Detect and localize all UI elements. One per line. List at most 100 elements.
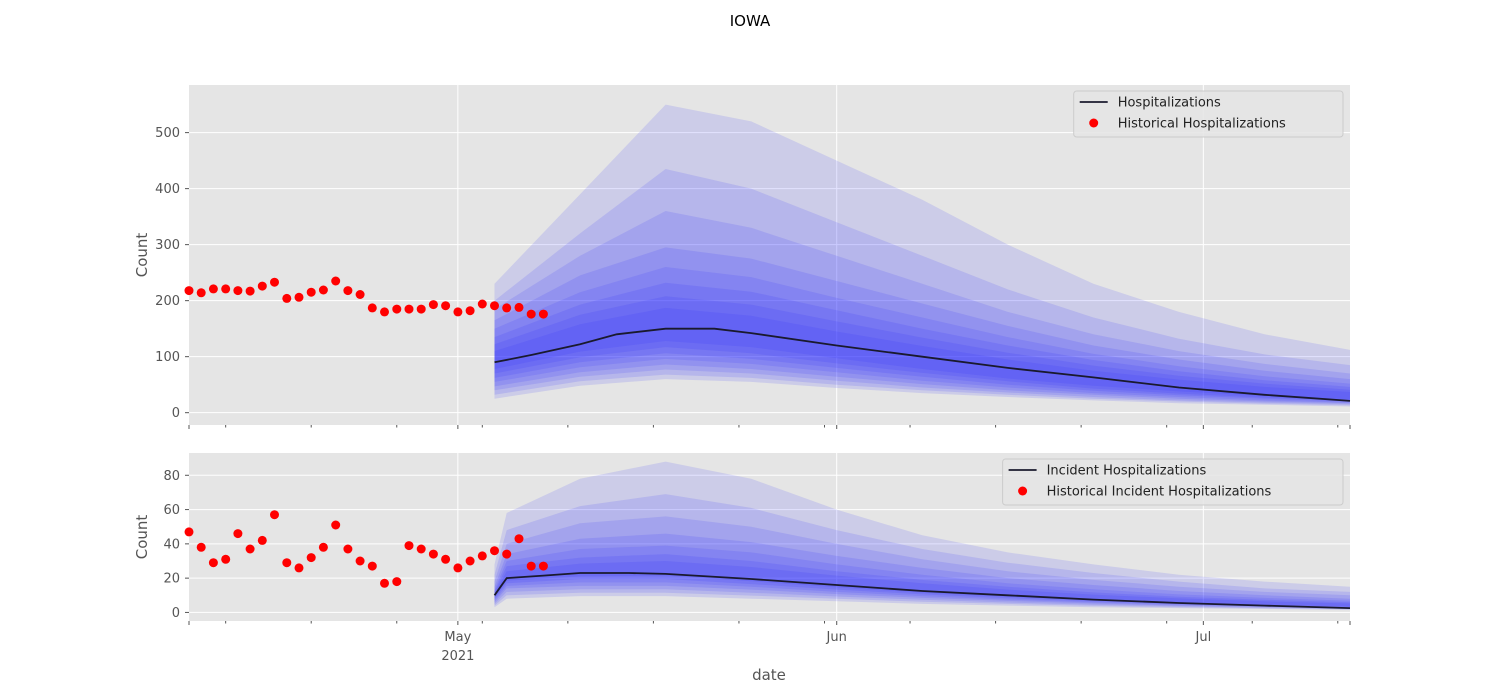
- y-tick-label: 0: [172, 606, 180, 621]
- historical-point: [428, 549, 438, 559]
- historical-point: [514, 534, 524, 544]
- historical-point: [490, 301, 499, 311]
- historical-point: [184, 286, 194, 296]
- quantile-band-1: [494, 169, 1350, 406]
- historical-point: [392, 304, 402, 314]
- historical-point: [477, 551, 487, 561]
- historical-point: [282, 558, 292, 568]
- historical-point: [343, 286, 353, 296]
- quantile-band-6: [494, 561, 1350, 607]
- quantile-band-6: [494, 296, 1350, 401]
- y-tick-label: 100: [155, 350, 180, 365]
- historical-point: [245, 286, 255, 296]
- historical-point: [306, 553, 316, 563]
- quantile-band-4: [494, 267, 1350, 403]
- historical-point: [416, 544, 426, 554]
- historical-point: [184, 527, 194, 537]
- historical-point: [233, 286, 243, 296]
- legend-entry: Historical Hospitalizations: [1118, 117, 1286, 132]
- legend-box: [1002, 458, 1344, 506]
- historical-point: [221, 284, 231, 294]
- legend: Incident Hospitalizations Historical Inci…: [1002, 458, 1344, 506]
- quantile-band-3: [494, 533, 1350, 609]
- historical-point: [514, 302, 524, 312]
- historical-point: [465, 556, 475, 566]
- historical-point: [526, 561, 536, 571]
- historical-point: [294, 563, 304, 573]
- historical-point: [538, 561, 548, 571]
- x-tick-label: Jun: [826, 630, 847, 645]
- historical-point: [380, 307, 389, 317]
- quantile-band-5: [494, 554, 1350, 608]
- y-tick-label: 500: [155, 126, 180, 141]
- legend-box: [1073, 90, 1344, 138]
- y-tick-label: 80: [163, 469, 180, 484]
- historical-point: [196, 288, 206, 298]
- historical-point: [270, 510, 279, 520]
- y-axis-label: Count: [133, 515, 151, 560]
- quantile-band-2: [494, 211, 1350, 405]
- historical-point: [318, 285, 328, 295]
- median-line: [493, 572, 1351, 609]
- legend: Hospitalizations Historical Hospitalizati…: [1073, 90, 1344, 138]
- historical-point: [257, 535, 267, 545]
- quantile-band-0: [494, 104, 1350, 407]
- y-tick-label: 200: [155, 294, 180, 309]
- x-tick-sublabel: 2021: [441, 649, 474, 664]
- legend-entry: Historical Incident Hospitalizations: [1047, 485, 1272, 500]
- figure-title: IOWA: [730, 12, 771, 30]
- historical-point: [343, 544, 353, 554]
- historical-point: [355, 290, 365, 299]
- hospitalizations-panel: 0 100 200 300 400 500 Count Hospitalizations His…: [133, 85, 1351, 429]
- historical-point: [355, 556, 365, 566]
- historical-point: [270, 277, 279, 287]
- historical-point: [208, 284, 218, 294]
- quantile-band-3: [494, 247, 1350, 404]
- historical-point: [477, 299, 487, 309]
- historical-point: [233, 529, 243, 539]
- historical-point: [196, 542, 206, 552]
- plot-background: [189, 85, 1350, 425]
- historical-point: [502, 549, 512, 559]
- y-tick-label: 300: [155, 238, 180, 253]
- historical-point: [306, 287, 316, 297]
- y-tick-label: 40: [163, 537, 180, 552]
- legend-marker-swatch: [1018, 486, 1028, 496]
- y-axis-label: Count: [133, 233, 151, 278]
- historical-point: [441, 554, 451, 564]
- historical-point: [490, 546, 499, 556]
- quantile-band-1: [494, 494, 1350, 610]
- median-line: [494, 327, 1351, 402]
- legend-entry: Incident Hospitalizations: [1047, 464, 1207, 479]
- x-tick-label: Jul: [1195, 630, 1212, 645]
- historical-point: [257, 281, 267, 291]
- y-tick-label: 400: [155, 182, 180, 197]
- historical-point: [428, 300, 438, 310]
- quantile-band-5: [494, 282, 1350, 402]
- quantile-band-2: [494, 516, 1350, 609]
- historical-point: [331, 520, 341, 530]
- y-tick-label: 20: [163, 572, 180, 587]
- historical-point: [294, 292, 304, 302]
- incident-hospitalizations-panel: 0 20 40 60 80 May 2021 Jun Jul Count Incident Hosp…: [133, 453, 1351, 664]
- historical-point: [367, 303, 377, 313]
- historical-point: [380, 578, 389, 588]
- x-axis-label: date: [752, 666, 786, 684]
- legend-entry: Hospitalizations: [1118, 96, 1221, 111]
- historical-point: [282, 293, 292, 303]
- quantile-band-0: [494, 461, 1350, 610]
- historical-point: [245, 544, 255, 554]
- historical-point: [404, 304, 414, 314]
- historical-point: [367, 561, 377, 571]
- historical-point: [453, 307, 463, 317]
- historical-point: [502, 303, 512, 313]
- historical-point: [331, 276, 341, 286]
- y-tick-label: 0: [172, 406, 180, 421]
- quantile-band-7: [494, 307, 1350, 400]
- y-tick-label: 60: [163, 503, 180, 518]
- historical-point: [392, 577, 402, 587]
- historical-point: [404, 541, 414, 551]
- historical-point: [526, 309, 536, 319]
- historical-point: [416, 304, 426, 314]
